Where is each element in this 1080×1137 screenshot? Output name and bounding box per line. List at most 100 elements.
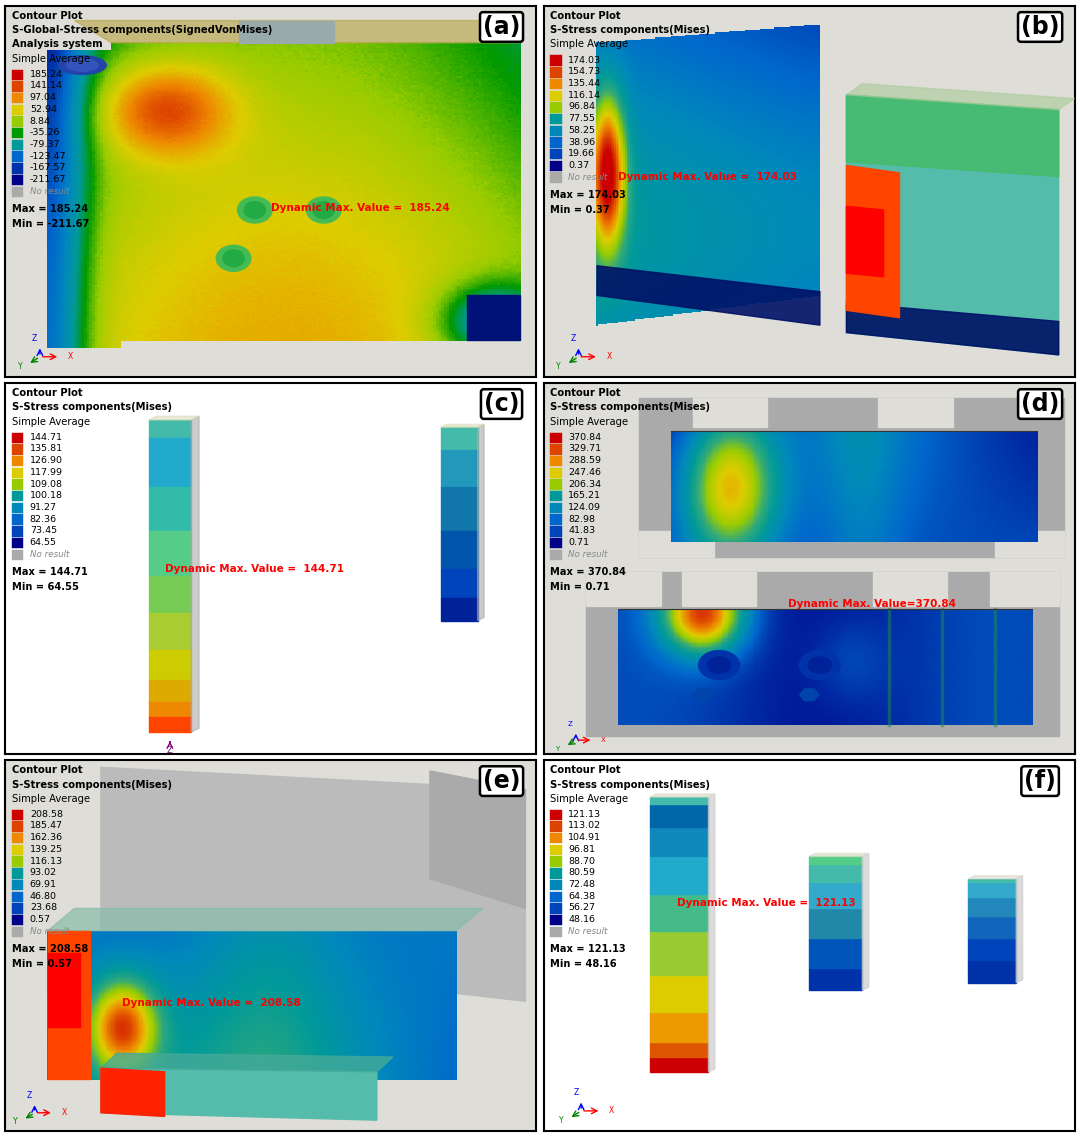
Polygon shape: [149, 680, 191, 703]
Text: 135.44: 135.44: [568, 80, 602, 88]
FancyBboxPatch shape: [12, 480, 24, 490]
FancyBboxPatch shape: [551, 78, 562, 90]
FancyBboxPatch shape: [12, 445, 24, 455]
Text: 109.08: 109.08: [30, 480, 63, 489]
Polygon shape: [467, 296, 521, 340]
Polygon shape: [650, 976, 708, 1012]
FancyBboxPatch shape: [12, 549, 24, 559]
Text: 185.47: 185.47: [30, 822, 63, 830]
Polygon shape: [969, 961, 1016, 982]
Polygon shape: [100, 767, 525, 1002]
FancyBboxPatch shape: [12, 93, 24, 103]
Text: 23.68: 23.68: [30, 904, 57, 912]
Polygon shape: [441, 487, 477, 531]
Polygon shape: [995, 531, 1064, 557]
Text: 46.80: 46.80: [30, 891, 57, 901]
FancyBboxPatch shape: [551, 56, 562, 66]
Text: (e): (e): [483, 769, 521, 794]
FancyBboxPatch shape: [551, 514, 562, 525]
Ellipse shape: [222, 250, 244, 267]
Text: Z: Z: [167, 746, 173, 755]
FancyBboxPatch shape: [12, 140, 24, 150]
Text: S-Stress components(Mises): S-Stress components(Mises): [551, 780, 711, 789]
Polygon shape: [809, 856, 862, 864]
Text: Simple Average: Simple Average: [551, 416, 629, 426]
Text: 56.27: 56.27: [568, 904, 595, 912]
Text: Max = 208.58: Max = 208.58: [12, 944, 87, 954]
Text: X: X: [609, 1106, 615, 1115]
Text: -35.26: -35.26: [30, 128, 60, 138]
Text: 208.58: 208.58: [30, 810, 63, 819]
Polygon shape: [586, 572, 1058, 736]
Text: 116.13: 116.13: [30, 856, 63, 865]
Text: Dynamic Max. Value =  144.71: Dynamic Max. Value = 144.71: [164, 564, 343, 573]
Polygon shape: [862, 854, 868, 990]
Polygon shape: [48, 953, 80, 1028]
FancyBboxPatch shape: [12, 821, 24, 831]
Text: 96.81: 96.81: [568, 845, 595, 854]
FancyBboxPatch shape: [551, 480, 562, 490]
Text: 72.48: 72.48: [568, 880, 595, 889]
Text: 124.09: 124.09: [568, 503, 602, 512]
Polygon shape: [650, 856, 708, 894]
FancyBboxPatch shape: [551, 915, 562, 926]
FancyBboxPatch shape: [12, 891, 24, 902]
Text: Min = 64.55: Min = 64.55: [12, 582, 79, 592]
Text: Z: Z: [568, 721, 573, 728]
FancyBboxPatch shape: [12, 538, 24, 548]
Polygon shape: [441, 449, 477, 487]
Text: Min = 0.71: Min = 0.71: [551, 582, 610, 592]
Polygon shape: [650, 804, 708, 827]
Polygon shape: [969, 938, 1016, 961]
Text: Dynamic Max. Value=370.84: Dynamic Max. Value=370.84: [788, 599, 956, 608]
Text: Z: Z: [32, 334, 37, 343]
Polygon shape: [48, 908, 483, 931]
Text: Simple Average: Simple Average: [12, 416, 90, 426]
Text: 88.70: 88.70: [568, 856, 595, 865]
Text: Contour Plot: Contour Plot: [12, 389, 82, 398]
Text: Max = 121.13: Max = 121.13: [551, 944, 626, 954]
Text: 64.38: 64.38: [568, 891, 595, 901]
Text: Dynamic Max. Value =  208.58: Dynamic Max. Value = 208.58: [122, 998, 300, 1009]
Text: No result: No result: [30, 927, 69, 936]
Text: 97.04: 97.04: [30, 93, 57, 102]
Polygon shape: [639, 398, 1064, 557]
Polygon shape: [441, 531, 477, 568]
FancyBboxPatch shape: [12, 503, 24, 513]
Polygon shape: [149, 650, 191, 680]
Ellipse shape: [67, 59, 98, 72]
Text: 329.71: 329.71: [568, 445, 602, 454]
Text: Max = 174.03: Max = 174.03: [551, 190, 626, 200]
Polygon shape: [693, 689, 713, 700]
FancyBboxPatch shape: [551, 467, 562, 478]
Text: No result: No result: [30, 549, 69, 558]
Polygon shape: [191, 416, 199, 732]
FancyBboxPatch shape: [12, 175, 24, 185]
Text: S-Stress components(Mises): S-Stress components(Mises): [12, 402, 172, 413]
Text: 0.57: 0.57: [30, 915, 51, 924]
Text: Dynamic Max. Value =  121.13: Dynamic Max. Value = 121.13: [677, 898, 855, 907]
Text: No result: No result: [568, 173, 608, 182]
Polygon shape: [639, 531, 714, 557]
Text: X: X: [607, 352, 612, 362]
Text: 96.84: 96.84: [568, 102, 595, 111]
Text: 288.59: 288.59: [568, 456, 602, 465]
FancyBboxPatch shape: [12, 81, 24, 92]
Text: Max = 185.24: Max = 185.24: [12, 204, 87, 214]
Text: Y: Y: [17, 362, 23, 371]
Text: 135.81: 135.81: [30, 445, 63, 454]
Text: Dynamic Max. Value =  185.24: Dynamic Max. Value = 185.24: [271, 204, 449, 213]
Polygon shape: [650, 1057, 708, 1072]
Text: X: X: [68, 352, 73, 362]
FancyBboxPatch shape: [12, 810, 24, 820]
Circle shape: [699, 652, 739, 679]
FancyBboxPatch shape: [551, 126, 562, 136]
Text: 0.37: 0.37: [568, 161, 590, 169]
FancyBboxPatch shape: [12, 467, 24, 478]
FancyBboxPatch shape: [12, 164, 24, 174]
Text: 185.24: 185.24: [30, 69, 63, 78]
FancyBboxPatch shape: [551, 810, 562, 820]
Text: Min = 0.57: Min = 0.57: [12, 960, 71, 970]
Text: Y: Y: [556, 362, 561, 371]
FancyBboxPatch shape: [551, 526, 562, 537]
